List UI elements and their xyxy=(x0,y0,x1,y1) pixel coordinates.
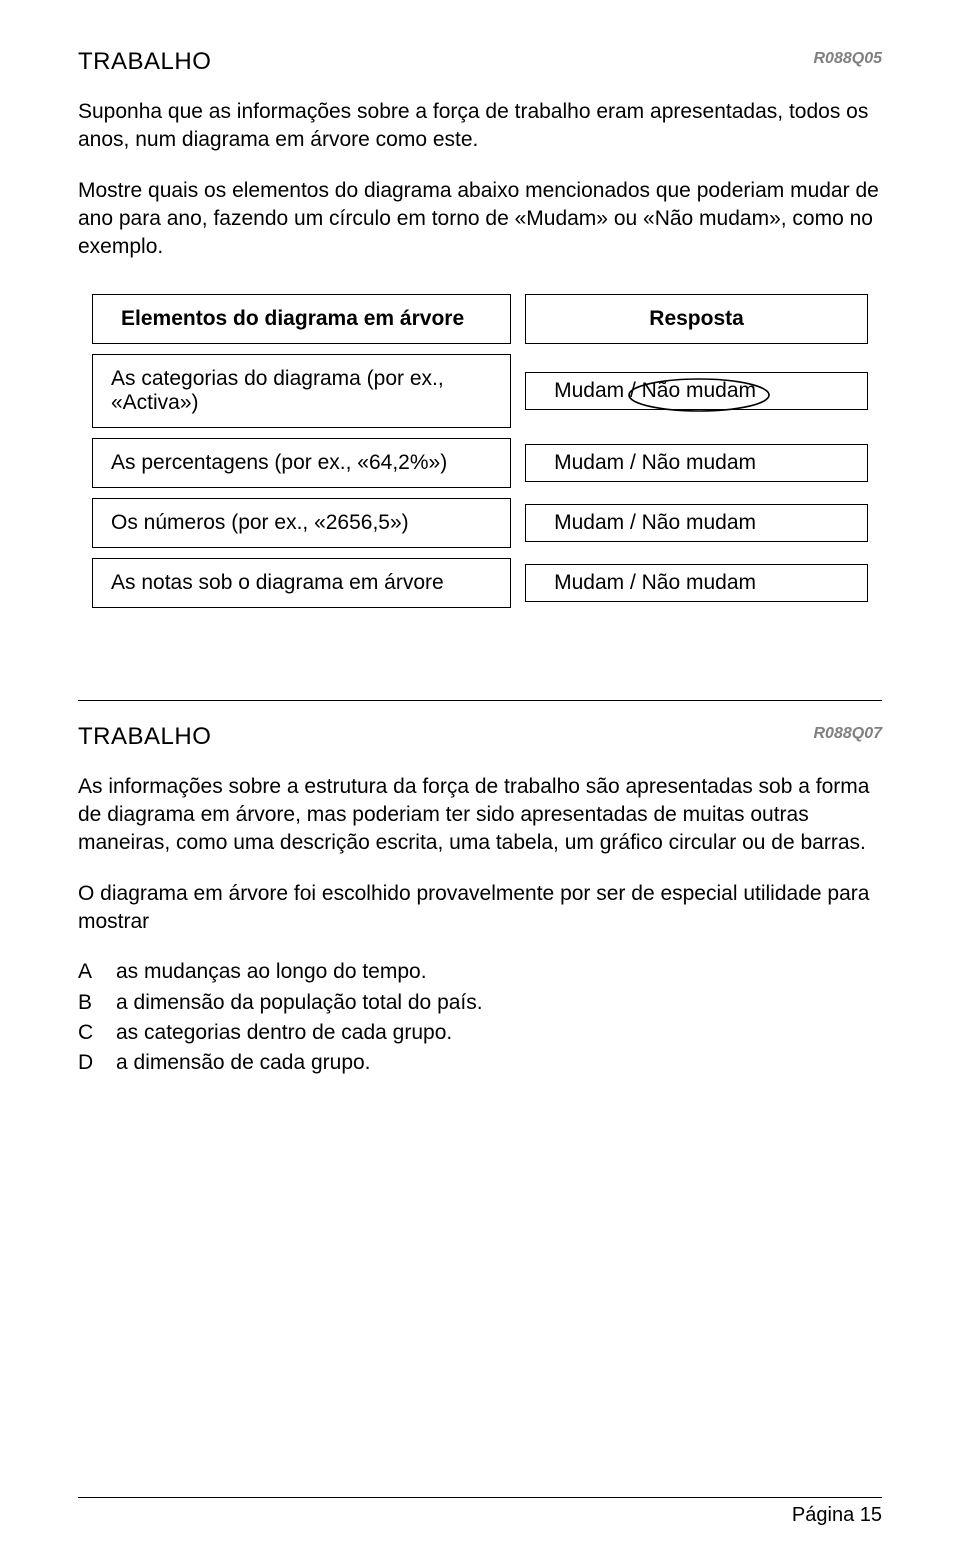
table-row: As categorias do diagrama (por ex., «Act… xyxy=(92,354,868,428)
table-row: As notas sob o diagrama em árvore Mudam /… xyxy=(92,558,868,608)
th-response: Resposta xyxy=(525,294,868,344)
section-divider xyxy=(78,700,882,701)
q2-header: TRABALHO R088Q07 xyxy=(78,723,882,751)
option-text: as mudanças ao longo do tempo. xyxy=(116,958,427,986)
footer-rule xyxy=(78,1497,882,1498)
option-letter: D xyxy=(78,1049,98,1077)
page-footer: Página 15 xyxy=(78,1497,882,1527)
table-row: As percentagens (por ex., «64,2%») Mudam … xyxy=(92,438,868,488)
option-text: a dimensão da população total do país. xyxy=(116,989,483,1017)
row-element-label: As categorias do diagrama (por ex., «Act… xyxy=(92,354,511,428)
table-row: Os números (por ex., «2656,5») Mudam / Nã… xyxy=(92,498,868,548)
row-answer[interactable]: Mudam / Não mudam xyxy=(525,564,868,602)
th-elements: Elementos do diagrama em árvore xyxy=(92,294,511,344)
option-row[interactable]: Ba dimensão da população total do país. xyxy=(78,989,882,1017)
q2-title: TRABALHO xyxy=(78,723,211,751)
option-letter: A xyxy=(78,958,98,986)
option-letter: C xyxy=(78,1019,98,1047)
option-row[interactable]: Da dimensão de cada grupo. xyxy=(78,1049,882,1077)
option-row[interactable]: Aas mudanças ao longo do tempo. xyxy=(78,958,882,986)
q2-paragraph-1: As informações sobre a estrutura da forç… xyxy=(78,773,882,858)
option-text: a dimensão de cada grupo. xyxy=(116,1049,371,1077)
q1-title: TRABALHO xyxy=(78,48,211,76)
q2-options: Aas mudanças ao longo do tempo. Ba dimens… xyxy=(78,958,882,1077)
q2-code: R088Q07 xyxy=(814,725,883,743)
option-text: as categorias dentro de cada grupo. xyxy=(116,1019,452,1047)
circle-annotation xyxy=(624,375,774,415)
row-element-label: Os números (por ex., «2656,5») xyxy=(92,498,511,548)
page-number: Página 15 xyxy=(78,1504,882,1527)
row-answer[interactable]: Mudam / Não mudam xyxy=(525,372,868,410)
option-letter: B xyxy=(78,989,98,1017)
q2-paragraph-2: O diagrama em árvore foi escolhido prova… xyxy=(78,880,882,937)
row-element-label: As notas sob o diagrama em árvore xyxy=(92,558,511,608)
table-header-row: Elementos do diagrama em árvore Resposta xyxy=(92,294,868,344)
q1-code: R088Q05 xyxy=(814,50,883,68)
q1-header: TRABALHO R088Q05 xyxy=(78,48,882,76)
row-answer[interactable]: Mudam / Não mudam xyxy=(525,504,868,542)
q1-instruction: Mostre quais os elementos do diagrama ab… xyxy=(78,177,882,262)
option-row[interactable]: Cas categorias dentro de cada grupo. xyxy=(78,1019,882,1047)
q1-intro: Suponha que as informações sobre a força… xyxy=(78,98,882,155)
page: TRABALHO R088Q05 Suponha que as informaç… xyxy=(0,0,960,1567)
row-answer[interactable]: Mudam / Não mudam xyxy=(525,444,868,482)
row-element-label: As percentagens (por ex., «64,2%») xyxy=(92,438,511,488)
q1-table: Elementos do diagrama em árvore Resposta… xyxy=(78,284,882,618)
